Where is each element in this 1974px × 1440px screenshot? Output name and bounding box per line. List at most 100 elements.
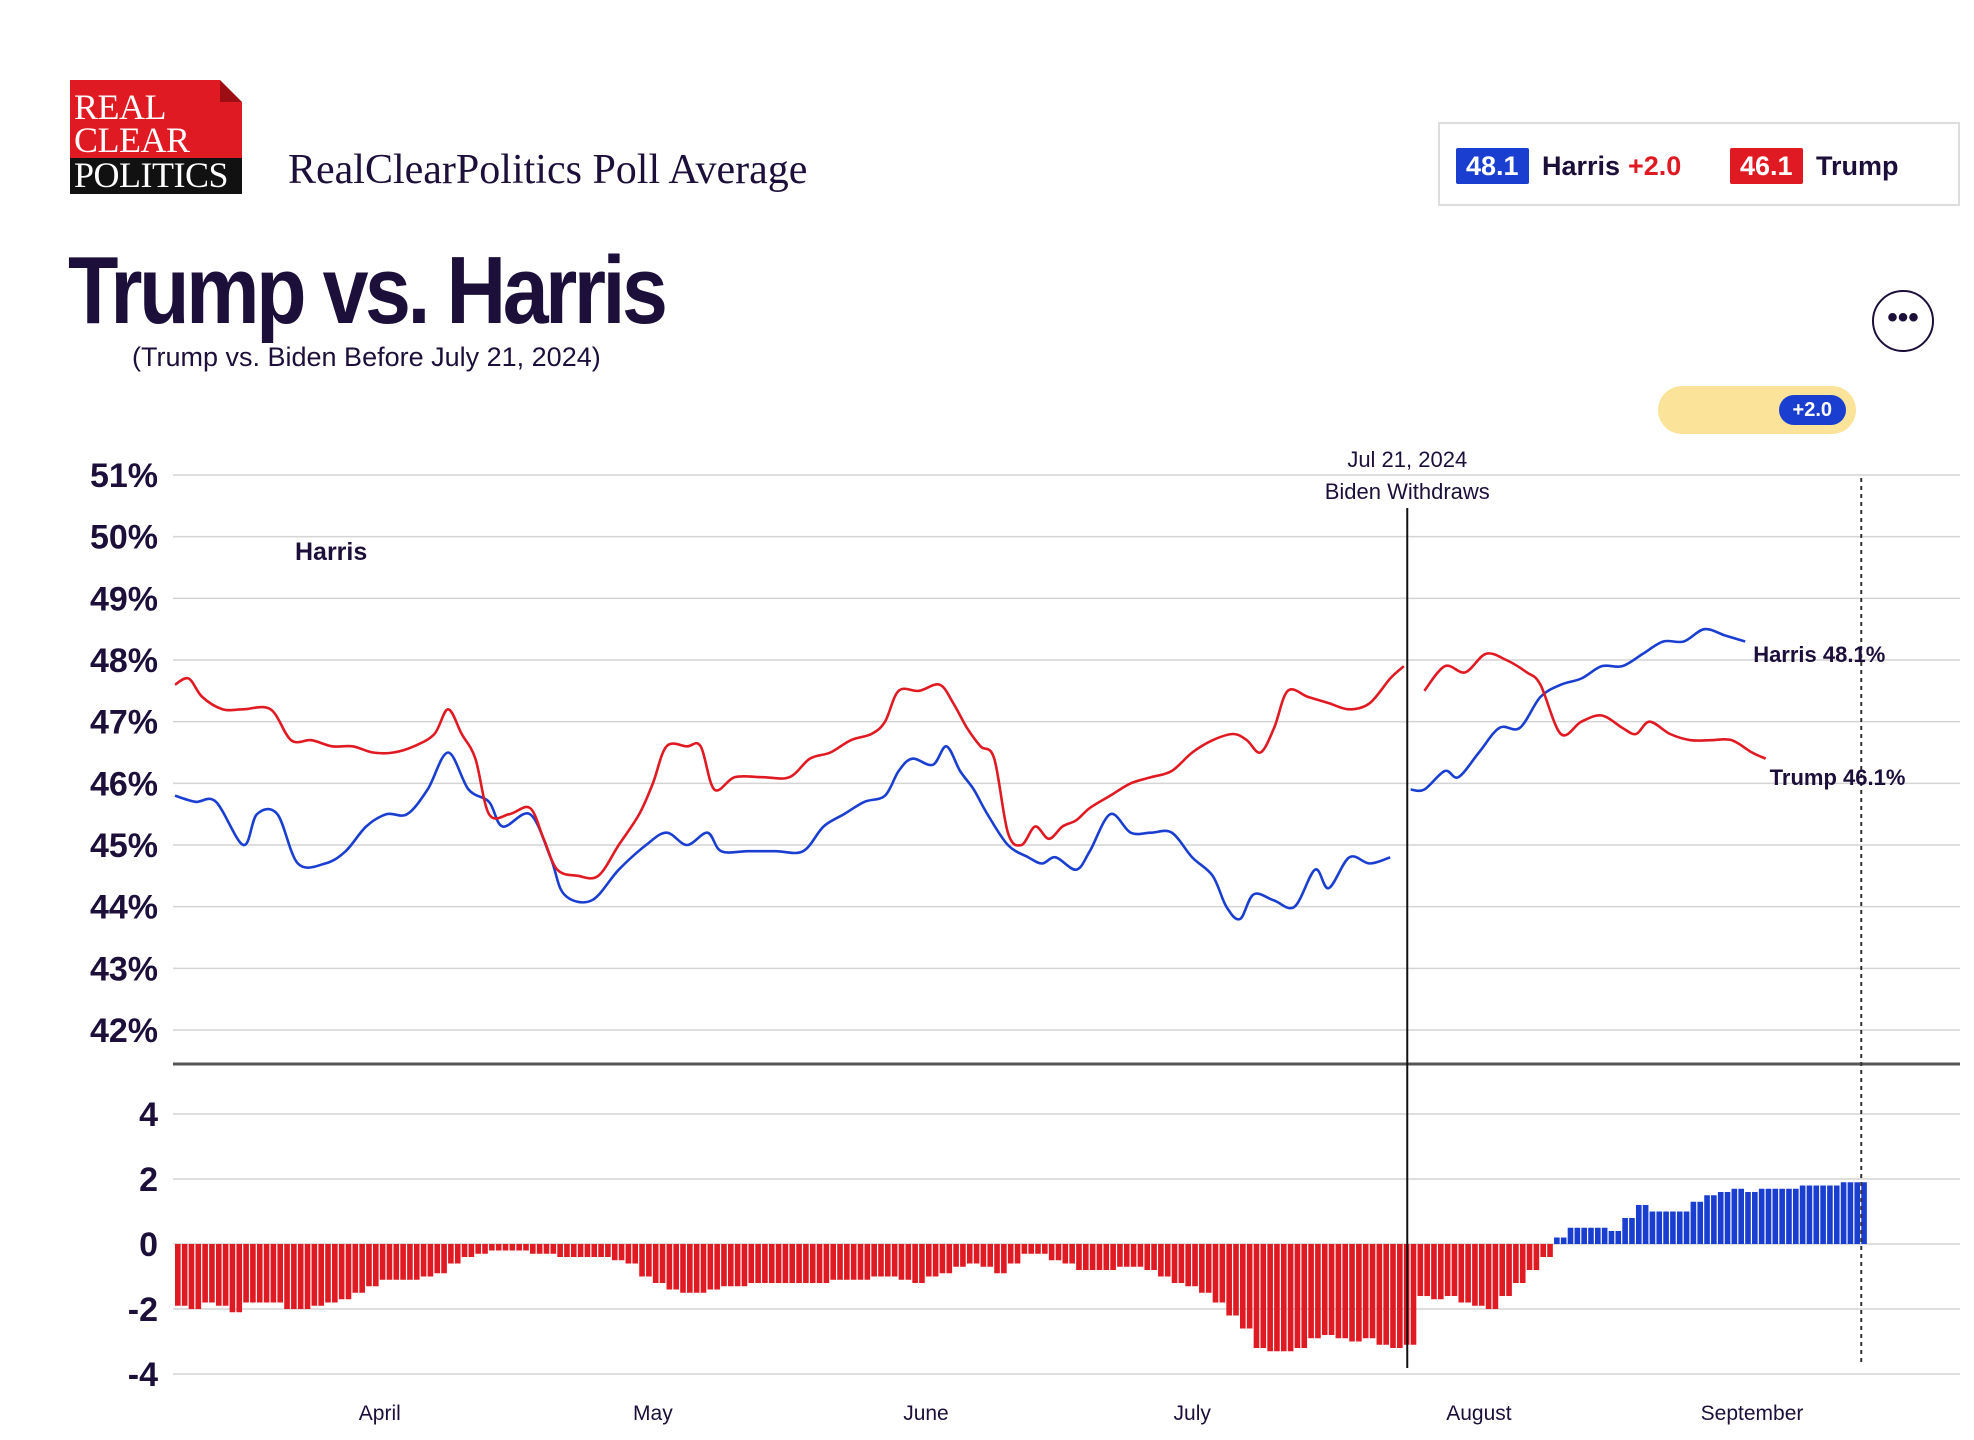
spread-bar	[1649, 1211, 1656, 1244]
spread-bar	[1417, 1244, 1424, 1296]
spread-bar	[1158, 1244, 1164, 1277]
y-tick-label: 42%	[90, 1012, 158, 1050]
logo-line-3: POLITICS	[74, 155, 229, 195]
y-tick-label: 0	[139, 1226, 158, 1264]
spread-bar	[741, 1244, 748, 1287]
spread-bar	[188, 1244, 195, 1309]
spread-bar	[1335, 1244, 1342, 1339]
trump-end-label: Trump 46.1%	[1770, 765, 1906, 790]
spread-bar	[680, 1244, 686, 1293]
spread-bar	[1014, 1244, 1021, 1264]
spread-bar	[803, 1244, 809, 1283]
spread-bar	[1458, 1244, 1465, 1303]
spread-bar	[332, 1244, 338, 1303]
spread-bar	[284, 1244, 290, 1309]
spread-bar	[1601, 1227, 1608, 1244]
spread-bar	[1001, 1244, 1007, 1274]
spread-bar	[209, 1244, 215, 1303]
spread-bar	[1397, 1244, 1403, 1348]
spread-bar	[1622, 1218, 1628, 1244]
spread-bar	[1833, 1185, 1840, 1244]
spread-slider[interactable]: +2.0	[1658, 386, 1856, 434]
spread-bar	[987, 1244, 994, 1267]
spread-bar	[1356, 1244, 1362, 1342]
spread-bar	[516, 1244, 522, 1251]
spread-bar	[1752, 1192, 1758, 1244]
spread-bar	[215, 1244, 222, 1306]
rcp-logo[interactable]: REAL CLEAR POLITICS	[70, 80, 242, 194]
spread-bar	[1164, 1244, 1171, 1277]
spread-bar	[550, 1244, 557, 1254]
spread-bar	[611, 1244, 618, 1261]
spread-bar	[1560, 1237, 1567, 1244]
spread-bar	[1048, 1244, 1055, 1261]
spread-bar	[1472, 1244, 1478, 1306]
spread-bar	[1799, 1185, 1806, 1244]
spread-bars	[175, 1182, 1867, 1352]
spread-bar	[1690, 1201, 1697, 1244]
spread-bar	[270, 1244, 277, 1303]
spread-bar	[1069, 1244, 1075, 1264]
slider-spread-pill[interactable]: +2.0	[1778, 395, 1846, 425]
spread-bar	[796, 1244, 802, 1283]
spread-bar	[564, 1244, 570, 1257]
spread-bar	[1076, 1244, 1082, 1270]
spread-bar	[1519, 1244, 1526, 1283]
spread-bar	[727, 1244, 734, 1287]
spread-bar	[1096, 1244, 1103, 1270]
spread-bar	[912, 1244, 918, 1283]
spread-bar	[816, 1244, 823, 1283]
spread-bar	[1724, 1192, 1731, 1244]
spread-bar	[1717, 1192, 1724, 1244]
spread-bar	[871, 1244, 877, 1277]
spread-bar	[618, 1244, 625, 1261]
spread-bar	[768, 1244, 775, 1283]
spread-bar	[263, 1244, 270, 1303]
spread-bar	[1731, 1188, 1738, 1244]
spread-bar	[1035, 1244, 1041, 1254]
spread-bar	[652, 1244, 659, 1283]
spread-bar	[1608, 1231, 1615, 1244]
spread-bar	[1130, 1244, 1137, 1267]
spread-bar	[1383, 1244, 1389, 1345]
poll-lines	[174, 627, 1767, 921]
trump-legend-name: Trump	[1816, 151, 1899, 181]
spread-bar	[1233, 1244, 1239, 1316]
spread-bar	[646, 1244, 652, 1277]
y-tick-label: 48%	[90, 642, 158, 680]
spread-bar	[1089, 1244, 1096, 1270]
more-options-button[interactable]: •••	[1872, 290, 1934, 352]
x-tick-label: August	[1446, 1402, 1512, 1425]
spread-bar	[973, 1244, 980, 1264]
spread-bar	[1738, 1188, 1744, 1244]
spread-bar	[1144, 1244, 1151, 1270]
spread-bar	[1670, 1211, 1676, 1244]
spread-bar	[1287, 1244, 1294, 1352]
spread-bar	[1369, 1244, 1376, 1339]
spread-bar	[359, 1244, 365, 1293]
spread-bar	[1260, 1244, 1267, 1348]
spread-bar	[1246, 1244, 1253, 1329]
spread-bar	[1540, 1244, 1547, 1257]
harris-end-label: Harris 48.1%	[1753, 642, 1885, 667]
spread-bar	[693, 1244, 700, 1293]
spread-bar	[775, 1244, 782, 1283]
spread-bar	[1205, 1244, 1212, 1293]
spread-bar	[482, 1244, 488, 1254]
spread-bar	[830, 1244, 837, 1280]
spread-bar	[687, 1244, 693, 1293]
spread-bar	[1629, 1218, 1635, 1244]
spread-bar	[311, 1244, 318, 1306]
spread-bar	[291, 1244, 297, 1309]
spread-bar	[673, 1244, 679, 1290]
spread-bar	[659, 1244, 666, 1283]
y-tick-label: -4	[128, 1356, 158, 1394]
spread-bar	[850, 1244, 857, 1280]
spread-bar	[1478, 1244, 1485, 1306]
spread-bar	[1533, 1244, 1540, 1270]
spread-bar	[1697, 1201, 1704, 1244]
spread-bar	[1526, 1244, 1533, 1270]
spread-bar	[489, 1244, 495, 1251]
y-tick-label: -2	[128, 1291, 158, 1329]
spread-bar	[1758, 1188, 1765, 1244]
